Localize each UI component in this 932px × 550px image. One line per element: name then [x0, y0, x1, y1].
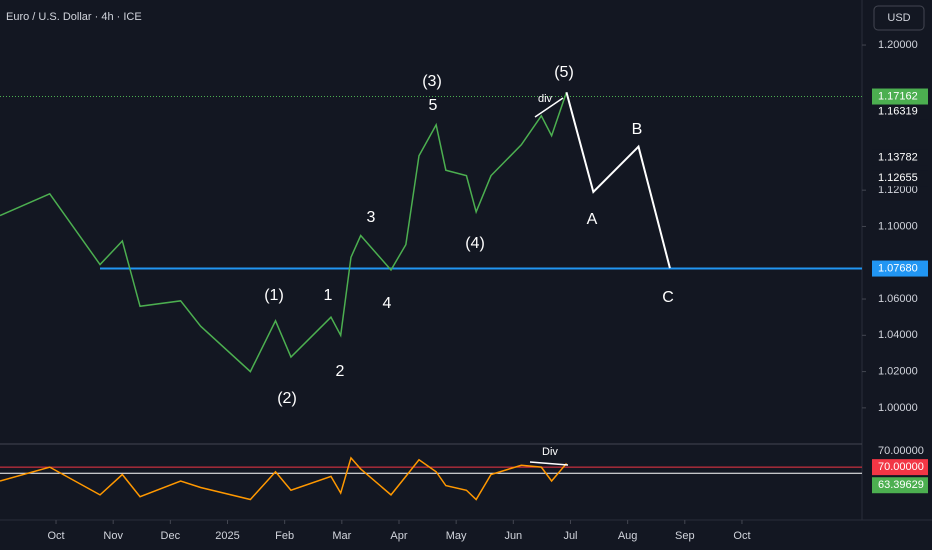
price-badge [872, 149, 928, 166]
x-tick-label: Aug [618, 530, 638, 542]
y-tick-label: 1.12000 [878, 184, 918, 196]
rsi-badge-label: 70.00000 [878, 461, 924, 473]
rsi-badge-label: 63.39629 [878, 479, 924, 491]
x-tick-label: Nov [103, 530, 123, 542]
currency[interactable]: USD [887, 12, 910, 24]
level-badge [872, 260, 928, 277]
wave-label: (5) [554, 64, 574, 81]
rsi-annotation: Div [542, 446, 558, 458]
x-tick-label: Jul [563, 530, 577, 542]
x-tick-label: Mar [332, 530, 351, 542]
wave-label: 1 [324, 287, 333, 304]
level-badge [872, 88, 928, 105]
y-tick-label: 1.04000 [878, 329, 918, 341]
x-tick-label: Jun [504, 530, 522, 542]
price-badge [872, 103, 928, 120]
x-tick-label: Oct [733, 530, 750, 542]
level-badge-label: 1.17162 [878, 90, 918, 102]
chart-title: Euro / U.S. Dollar · 4h · ICE [6, 11, 142, 23]
price-line [565, 91, 671, 269]
price-badge-label: 1.16319 [878, 106, 918, 118]
price-line [0, 91, 568, 373]
y-tick-label: 1.20000 [878, 39, 918, 51]
y-tick-label: 1.10000 [878, 220, 918, 232]
rsi-divergence [529, 461, 569, 466]
wave-label: (4) [465, 235, 485, 252]
y-tick-label: 1.06000 [878, 293, 918, 305]
price-line [0, 456, 568, 501]
wave-label: (3) [422, 73, 442, 90]
wave-label: A [587, 211, 598, 228]
wave-label: 2 [336, 363, 345, 380]
currency-button[interactable] [873, 5, 925, 31]
wave-label: B [632, 121, 643, 138]
level-badge-label: 1.07680 [878, 262, 918, 274]
x-tick-label: Feb [275, 530, 294, 542]
x-tick-label: Sep [675, 530, 695, 542]
wave-label: 4 [383, 295, 392, 312]
y-tick-label: 1.00000 [878, 402, 918, 414]
wave-label: C [662, 289, 674, 306]
rsi-tick-label: 70.00000 [878, 445, 924, 457]
price-badge-label: 1.12655 [878, 172, 918, 184]
divergence-line [534, 97, 564, 118]
y-tick-label: 1.02000 [878, 365, 918, 377]
x-tick-label: Oct [47, 530, 64, 542]
x-tick-label: May [446, 530, 467, 542]
x-tick-label: Dec [161, 530, 181, 542]
wave-label: (2) [277, 390, 297, 407]
x-tick-label: 2025 [215, 530, 239, 542]
wave-label: (1) [264, 287, 284, 304]
rsi-badge [872, 477, 928, 494]
price-badge-label: 1.13782 [878, 152, 918, 164]
wave-label: div [538, 93, 553, 105]
wave-label: 5 [429, 97, 438, 114]
price-badge [872, 170, 928, 187]
x-tick-label: Apr [390, 530, 407, 542]
wave-label: 3 [367, 209, 376, 226]
rsi-badge [872, 459, 928, 476]
